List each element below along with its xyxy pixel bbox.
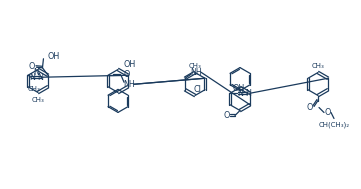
Text: NH: NH: [123, 80, 135, 89]
Text: OH: OH: [123, 60, 135, 69]
Text: OH: OH: [233, 84, 245, 93]
Text: N: N: [245, 89, 251, 98]
Text: O: O: [29, 62, 35, 71]
Text: N: N: [37, 73, 43, 82]
Text: O: O: [325, 108, 331, 117]
Text: O: O: [307, 103, 313, 112]
Text: OH: OH: [47, 52, 60, 61]
Text: N: N: [237, 89, 243, 98]
Text: O: O: [224, 111, 230, 119]
Text: CH₃: CH₃: [32, 97, 44, 102]
Text: N: N: [29, 73, 35, 82]
Text: CH₃: CH₃: [189, 63, 201, 68]
Text: Cl: Cl: [193, 85, 201, 94]
Text: CH(CH₃)₂: CH(CH₃)₂: [318, 121, 349, 128]
Text: NH: NH: [190, 68, 202, 77]
Text: N: N: [33, 68, 39, 77]
Text: O: O: [123, 70, 129, 79]
Text: CH₃: CH₃: [312, 63, 325, 68]
Text: CH₃: CH₃: [27, 86, 40, 92]
